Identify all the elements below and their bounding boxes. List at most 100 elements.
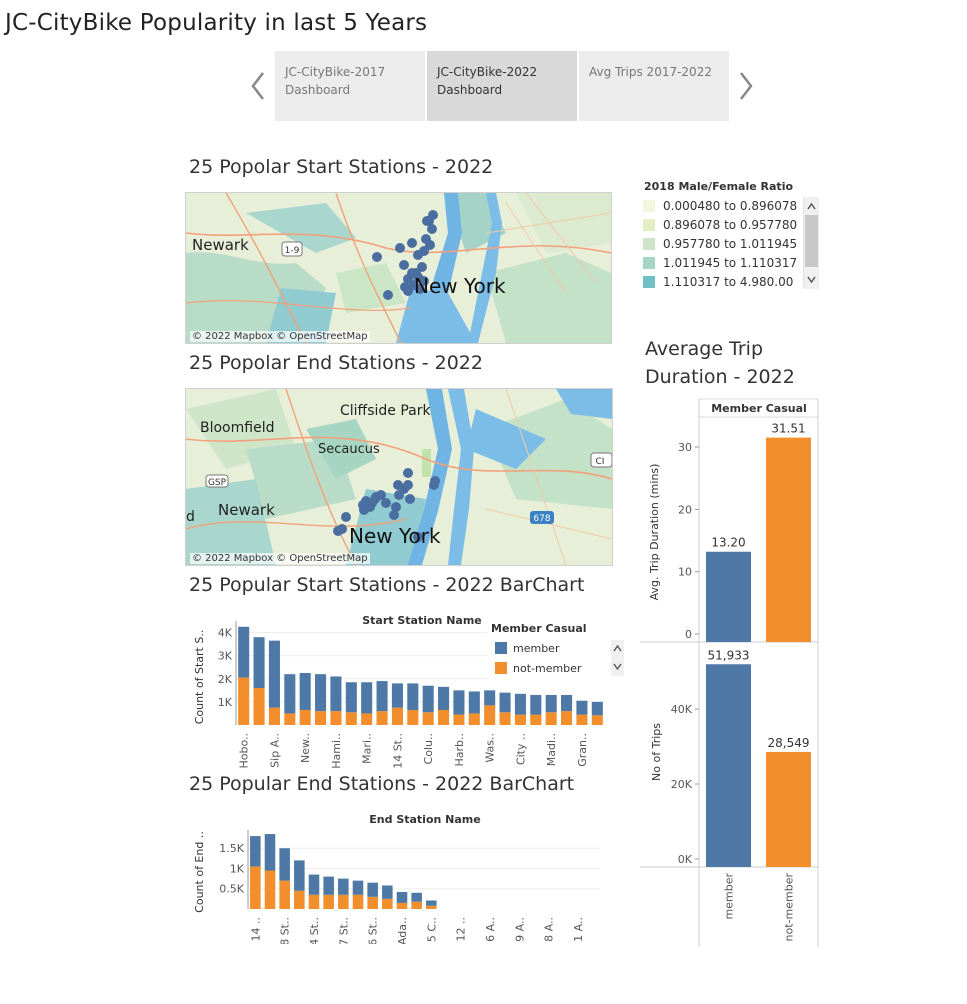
bar-not-member[interactable]	[422, 712, 434, 725]
bar-not-member[interactable]	[391, 707, 403, 725]
bar-not-member[interactable]	[294, 890, 305, 909]
end-stations-bar-chart[interactable]: End Station Name Count of End .. 0.5K 1K 1…	[185, 804, 625, 944]
bar-member[interactable]	[484, 690, 496, 706]
bar-member[interactable]	[422, 685, 434, 713]
bar-not-member[interactable]	[299, 709, 311, 725]
bar-member[interactable]	[323, 876, 334, 895]
bar-not-member[interactable]	[407, 709, 419, 725]
bar-member[interactable]	[382, 885, 393, 899]
bar-member[interactable]	[284, 674, 296, 714]
bar-member[interactable]	[545, 694, 557, 713]
bar-not-member[interactable]	[238, 677, 250, 725]
bar-not-member[interactable]	[361, 713, 373, 725]
bar-not-member[interactable]	[264, 870, 276, 909]
bar-member[interactable]	[411, 892, 422, 902]
bar-not-member[interactable]	[338, 894, 349, 909]
bar-not-member[interactable]	[284, 713, 296, 725]
bar-member[interactable]	[438, 686, 450, 710]
bar-not-member[interactable]	[530, 714, 542, 725]
tab-jc-citybike-2017[interactable]: JC-CityBike-2017 Dashboard	[275, 51, 425, 121]
bar-not-member[interactable]	[345, 712, 357, 725]
bar-not-member[interactable]	[279, 880, 290, 909]
scroll-down-icon[interactable]	[613, 663, 622, 671]
bar-member[interactable]	[250, 836, 261, 867]
bar-member[interactable]	[376, 681, 388, 712]
bar-member[interactable]	[499, 692, 511, 713]
bar-member[interactable]	[453, 690, 465, 715]
bar-member[interactable]	[396, 891, 408, 903]
legend-label: member	[513, 642, 560, 655]
bar-not-member[interactable]	[453, 714, 465, 725]
scroll-up-icon[interactable]	[807, 202, 816, 210]
bar-not-member[interactable]	[766, 437, 811, 642]
bar-member[interactable]	[315, 674, 327, 712]
bar-not-member[interactable]	[352, 894, 364, 909]
bar-member[interactable]	[407, 683, 419, 710]
bar-member[interactable]	[706, 551, 751, 642]
bar-member[interactable]	[561, 694, 573, 712]
bar-not-member[interactable]	[499, 712, 511, 725]
bar-not-member[interactable]	[591, 715, 603, 725]
bar-member[interactable]	[253, 637, 265, 689]
start-stations-bar-chart[interactable]: Start Station Name Count of Start S.. 1K…	[185, 605, 625, 770]
bar-member[interactable]	[576, 700, 588, 715]
previous-tab-button[interactable]	[247, 70, 269, 102]
bar-not-member[interactable]	[382, 898, 393, 909]
avg-trip-duration-chart[interactable]: Member Casual Avg. Trip Duration (mins) …	[640, 395, 825, 955]
chart-legend[interactable]: Member Casual member not-member	[487, 622, 607, 683]
scroll-thumb[interactable]	[805, 215, 818, 267]
tab-avg-trips[interactable]: Avg Trips 2017-2022	[579, 51, 729, 121]
bar-not-member[interactable]	[330, 711, 342, 725]
bar-member[interactable]	[591, 701, 603, 716]
bar-member[interactable]	[299, 673, 311, 710]
bar-not-member[interactable]	[561, 711, 573, 725]
bar-member[interactable]	[345, 682, 357, 713]
bar-not-member[interactable]	[376, 711, 388, 725]
next-tab-button[interactable]	[735, 70, 757, 102]
chevron-right-icon	[740, 72, 753, 100]
bar-not-member[interactable]	[250, 866, 261, 909]
bar-not-member[interactable]	[468, 713, 480, 725]
bar-member[interactable]	[530, 694, 542, 715]
bar-not-member[interactable]	[411, 901, 422, 909]
bar-member[interactable]	[468, 691, 480, 714]
bar-not-member[interactable]	[396, 902, 408, 909]
bar-not-member[interactable]	[308, 894, 320, 909]
map-color-legend: 0.000480 to 0.896078 0.896078 to 0.95778…	[643, 197, 803, 289]
bar-member[interactable]	[391, 683, 403, 708]
end-stations-map[interactable]: GSP 678 CI Cliffside Park Bloomfield Sec…	[185, 388, 613, 566]
bar-not-member[interactable]	[315, 711, 327, 725]
bar-not-member[interactable]	[367, 896, 378, 909]
bar-not-member[interactable]	[438, 709, 450, 725]
bar-member[interactable]	[352, 880, 364, 895]
bar-member[interactable]	[294, 860, 305, 891]
bar-not-member[interactable]	[268, 707, 280, 725]
bar-member[interactable]	[279, 848, 290, 881]
bar-member[interactable]	[308, 874, 320, 895]
tab-jc-citybike-2022[interactable]: JC-CityBike-2022 Dashboard	[427, 51, 577, 121]
scroll-up-icon[interactable]	[613, 644, 622, 652]
bar-member[interactable]	[330, 676, 342, 712]
start-stations-map[interactable]: 1-9 Newark New York © 2022 Mapbox © Open…	[185, 192, 612, 344]
bar-member[interactable]	[264, 834, 276, 871]
bar-member[interactable]	[706, 664, 751, 867]
bar-member[interactable]	[238, 626, 250, 678]
legend-scrollbar[interactable]	[611, 640, 624, 676]
bar-member[interactable]	[338, 878, 349, 895]
bar-not-member[interactable]	[766, 751, 811, 867]
bar-member[interactable]	[514, 693, 526, 715]
legend-scrollbar[interactable]	[803, 197, 819, 289]
legend-swatch	[643, 238, 655, 250]
bar-member[interactable]	[268, 640, 280, 708]
bar-member[interactable]	[367, 882, 378, 897]
bar-member[interactable]	[426, 900, 437, 906]
bar-not-member[interactable]	[576, 714, 588, 725]
bar-not-member[interactable]	[545, 712, 557, 725]
bar-not-member[interactable]	[426, 905, 437, 909]
scroll-down-icon[interactable]	[807, 276, 816, 284]
bar-not-member[interactable]	[323, 894, 334, 909]
bar-not-member[interactable]	[484, 705, 496, 725]
bar-not-member[interactable]	[253, 688, 265, 725]
bar-member[interactable]	[361, 682, 373, 714]
bar-not-member[interactable]	[514, 714, 526, 725]
